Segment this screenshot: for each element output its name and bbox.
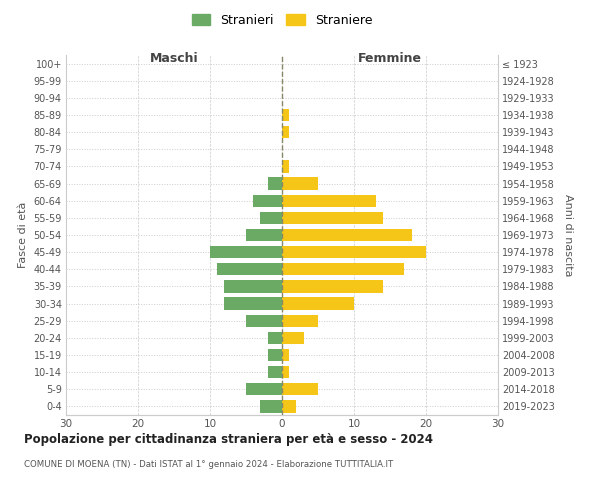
Bar [260,400,282,412]
Bar [268,178,282,190]
Bar [282,263,404,276]
Bar [268,349,282,361]
Bar [282,400,296,412]
Bar [282,366,289,378]
Bar [282,383,318,396]
Bar [246,314,282,327]
Text: COMUNE DI MOENA (TN) - Dati ISTAT al 1° gennaio 2024 - Elaborazione TUTTITALIA.I: COMUNE DI MOENA (TN) - Dati ISTAT al 1° … [24,460,393,469]
Bar [282,349,289,361]
Bar [282,126,289,138]
Bar [268,366,282,378]
Bar [282,246,426,258]
Text: Popolazione per cittadinanza straniera per età e sesso - 2024: Popolazione per cittadinanza straniera p… [24,432,433,446]
Text: Femmine: Femmine [358,52,422,64]
Bar [282,229,412,241]
Bar [217,263,282,276]
Bar [224,298,282,310]
Bar [282,332,304,344]
Bar [282,160,289,172]
Bar [282,280,383,292]
Bar [268,332,282,344]
Bar [282,178,318,190]
Bar [282,109,289,121]
Bar [260,212,282,224]
Text: Maschi: Maschi [149,52,199,64]
Bar [282,194,376,207]
Y-axis label: Fasce di età: Fasce di età [18,202,28,268]
Bar [246,383,282,396]
Legend: Stranieri, Straniere: Stranieri, Straniere [191,14,373,26]
Y-axis label: Anni di nascita: Anni di nascita [563,194,574,276]
Bar [253,194,282,207]
Bar [282,212,383,224]
Bar [210,246,282,258]
Bar [246,229,282,241]
Bar [282,298,354,310]
Bar [282,314,318,327]
Bar [224,280,282,292]
